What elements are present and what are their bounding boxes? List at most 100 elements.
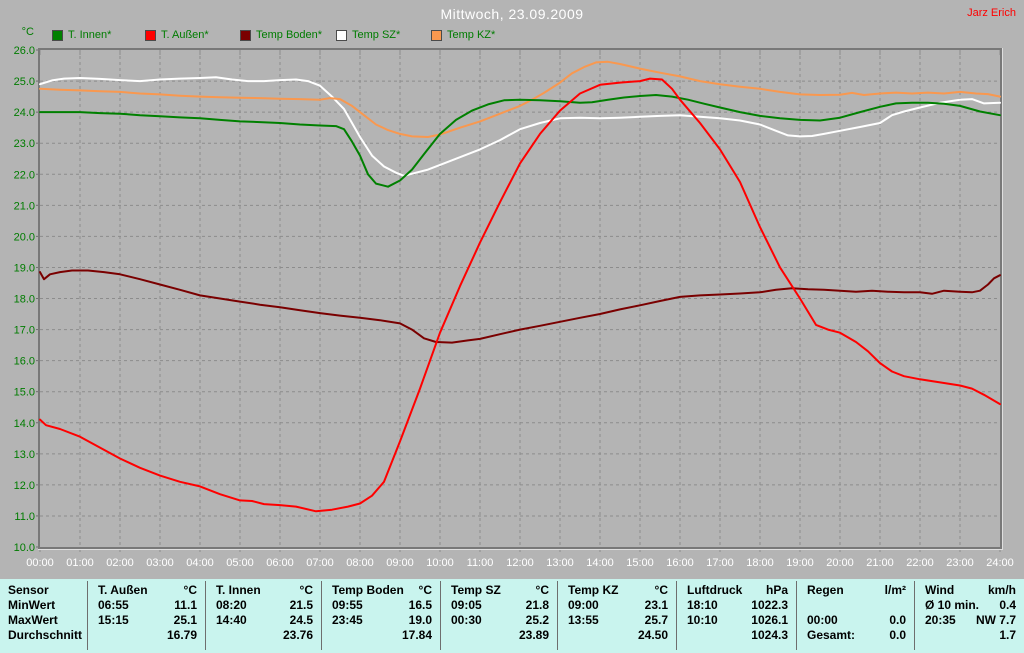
max-value: 24.5 <box>289 613 313 627</box>
min-value <box>811 598 906 613</box>
y-tick-label: 21.0 <box>14 200 35 212</box>
legend-swatch <box>431 29 442 41</box>
column-name: Luftdruck <box>687 583 743 597</box>
column-name: Temp Boden <box>332 583 404 597</box>
max-time: 20:35 <box>925 613 956 627</box>
table-col-t-innen: T. Innen °C 08:20 21.5 14:40 24.5 23.76 <box>206 581 322 650</box>
avg-value: 23.76 <box>282 628 313 642</box>
x-tick-label: 00:00 <box>26 557 54 569</box>
max-time: 13:55 <box>568 613 599 627</box>
legend-swatch <box>52 29 63 41</box>
x-tick-label: 16:00 <box>666 557 694 569</box>
max-time: 00:00 <box>807 613 838 627</box>
series-curve-temp-boden <box>39 269 1001 344</box>
y-tick-label: 16.0 <box>14 356 35 368</box>
x-tick-label: 01:00 <box>66 557 94 569</box>
legend-swatch <box>336 29 347 41</box>
series-curve-temp-sz <box>39 76 1001 177</box>
x-tick-label: 22:00 <box>906 557 934 569</box>
column-name: T. Innen <box>216 583 261 597</box>
y-tick-label: 26.0 <box>14 45 35 57</box>
page-title: Mittwoch, 23.09.2009 <box>440 6 584 22</box>
min-value: 11.1 <box>174 598 197 612</box>
plot-frame <box>38 48 1002 549</box>
column-unit: km/h <box>987 583 1016 597</box>
x-tick-label: 10:00 <box>426 557 454 569</box>
max-value: 25.7 <box>644 613 668 627</box>
y-tick-label: 25.0 <box>14 76 35 88</box>
max-time: 15:15 <box>98 613 129 627</box>
avg-value: 1024.3 <box>751 628 788 642</box>
min-time: 08:20 <box>216 598 247 612</box>
legend-label: T. Außen* <box>161 29 209 41</box>
legend-item-temp-boden-[interactable]: Temp Boden* <box>240 29 322 41</box>
x-tick-label: 13:00 <box>546 557 574 569</box>
x-tick-label: 20:00 <box>826 557 854 569</box>
column-unit: °C <box>299 583 313 597</box>
x-tick-label: 15:00 <box>626 557 654 569</box>
min-time: 09:55 <box>332 598 363 612</box>
legend-item-t-au-en-[interactable]: T. Außen* <box>145 29 209 41</box>
x-tick-label: 11:00 <box>467 557 494 569</box>
x-tick-label: 08:00 <box>346 557 374 569</box>
x-tick-label: 06:00 <box>266 557 294 569</box>
legend-item-temp-sz-[interactable]: Temp SZ* <box>336 29 400 41</box>
x-tick-label: 07:00 <box>306 557 334 569</box>
legend-item-temp-kz-[interactable]: Temp KZ* <box>431 29 495 41</box>
avg-value: 0.0 <box>889 628 906 642</box>
avg-label: Gesamt: <box>807 628 856 642</box>
table-row-label-0: MinWert <box>8 598 56 612</box>
max-time: 23:45 <box>332 613 363 627</box>
sensor-stats-table: Sensor MinWert MaxWert Durchschnitt T. Außen… <box>0 579 1024 653</box>
avg-value: 24.50 <box>637 628 668 642</box>
series-curve-t-au-en <box>39 77 1001 513</box>
y-tick-label: 22.0 <box>14 169 35 181</box>
chart-legend: T. Innen* T. Außen* Temp Boden* Temp SZ* Tem… <box>0 29 1024 43</box>
y-tick-label: 18.0 <box>14 294 35 306</box>
y-tick-label: 11.0 <box>14 511 35 523</box>
table-row-label-2: Durchschnitt <box>8 628 83 642</box>
min-value: 21.5 <box>289 598 313 612</box>
table-row-label-1: MaxWert <box>8 613 58 627</box>
max-time: 14:40 <box>216 613 247 627</box>
max-value: 19.0 <box>408 613 432 627</box>
column-unit: hPa <box>765 583 788 597</box>
min-value: 0.4 <box>999 598 1016 612</box>
min-time: 06:55 <box>98 598 129 612</box>
legend-swatch <box>145 29 156 41</box>
x-tick-label: 21:00 <box>866 557 894 569</box>
max-value: 25.1 <box>173 613 197 627</box>
legend-label: Temp KZ* <box>447 29 496 41</box>
column-name: Temp KZ <box>568 583 619 597</box>
avg-value: 16.79 <box>166 628 197 642</box>
min-value: 23.1 <box>644 598 668 612</box>
table-col-temp-boden: Temp Boden °C 09:55 16.5 23:45 19.0 17.84 <box>322 581 441 650</box>
column-unit: °C <box>654 583 668 597</box>
x-tick-label: 18:00 <box>746 557 774 569</box>
table-col-temp-sz: Temp SZ °C 09:05 21.8 00:30 25.2 23.89 <box>441 581 558 650</box>
legend-label: Temp Boden* <box>256 29 323 41</box>
column-name: Temp SZ <box>451 583 501 597</box>
x-tick-label: 23:00 <box>946 557 974 569</box>
x-tick-label: 17:00 <box>706 557 734 569</box>
min-value: 21.8 <box>525 598 549 612</box>
x-tick-label: 12:00 <box>506 557 534 569</box>
max-time: 00:30 <box>451 613 482 627</box>
temperature-chart[interactable]: 26.0 25.0 24.0 23.0 22.0 21.0 20.0 19.0 18.0 17.0… <box>0 0 1024 578</box>
y-tick-label: 19.0 <box>14 262 35 274</box>
max-value: 0.0 <box>889 613 906 627</box>
x-tick-label: 24:00 <box>986 557 1014 569</box>
y-tick-label: 24.0 <box>14 107 35 119</box>
table-col-luftdruck: Luftdruck hPa 18:10 1022.3 10:10 1026.1 1024.3 <box>677 581 797 650</box>
table-col-regen: Regen l/m² 00:00 0.0 Gesamt: 0.0 <box>797 581 915 650</box>
max-value: 25.2 <box>525 613 549 627</box>
legend-item-t-innen-[interactable]: T. Innen* <box>52 29 111 41</box>
avg-value: 23.89 <box>518 628 549 642</box>
avg-value: 17.84 <box>401 628 432 642</box>
column-unit: l/m² <box>884 583 906 597</box>
max-value: 1026.1 <box>751 613 788 627</box>
table-col-wind: Wind km/h Ø 10 min. 0.4 20:35 NW 7.7 1.7 <box>915 581 1024 650</box>
x-tick-label: 14:00 <box>586 557 614 569</box>
min-value: 1022.3 <box>751 598 788 612</box>
